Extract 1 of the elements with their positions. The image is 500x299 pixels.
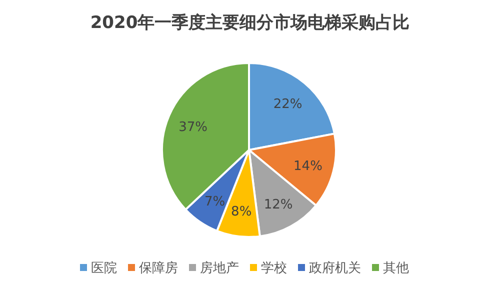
title: 2020年一季度主要细分市场电梯采购占比 xyxy=(90,13,410,33)
